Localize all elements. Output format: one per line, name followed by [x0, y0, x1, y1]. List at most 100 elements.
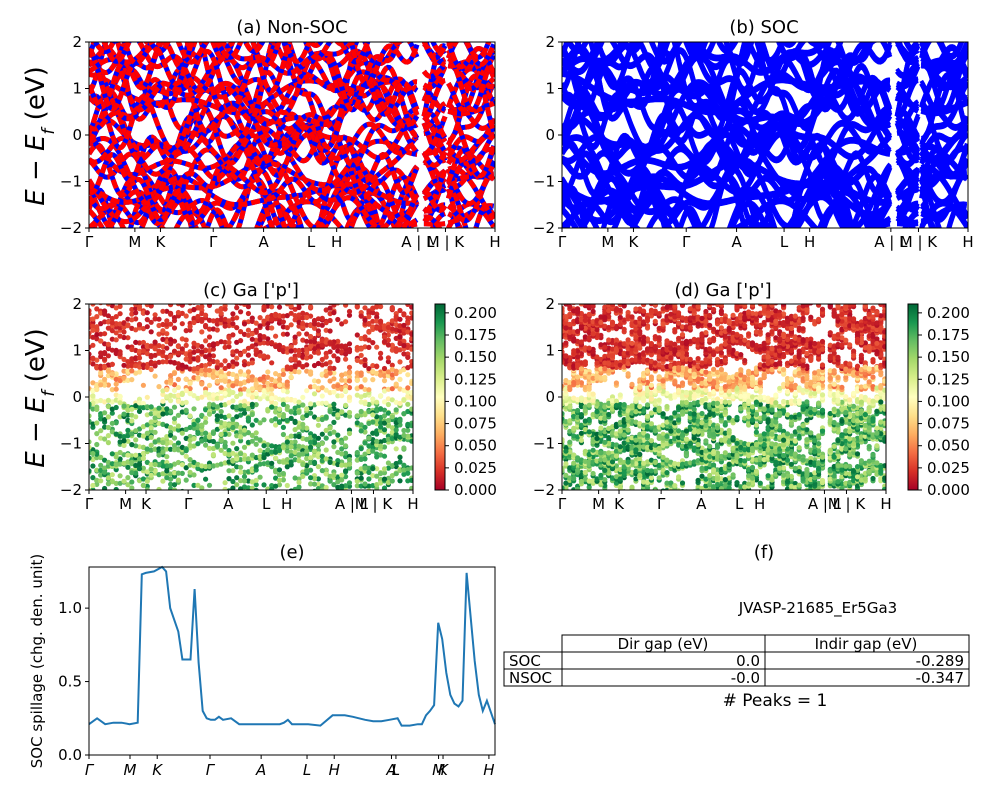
projected-point — [366, 320, 372, 327]
projected-point — [378, 372, 384, 378]
projected-point — [90, 342, 96, 348]
projected-point — [253, 337, 259, 343]
projected-point — [105, 433, 111, 439]
projected-point — [276, 472, 283, 478]
band-line — [423, 78, 446, 122]
band-line — [423, 42, 447, 65]
projected-point — [746, 473, 752, 479]
projected-point — [304, 463, 310, 469]
projected-point — [191, 393, 197, 399]
projected-point — [133, 310, 139, 316]
projected-point — [210, 402, 216, 408]
projected-point — [366, 314, 372, 320]
projected-point — [129, 418, 135, 424]
projected-point — [109, 406, 115, 412]
projected-point — [171, 382, 178, 388]
projected-point — [385, 337, 391, 343]
projected-point — [292, 439, 298, 445]
projected-point — [175, 304, 181, 307]
projected-point — [401, 427, 407, 434]
projected-point — [269, 460, 275, 466]
projected-point — [168, 398, 174, 404]
projected-point — [245, 304, 251, 310]
projected-point — [323, 484, 329, 490]
projected-point — [113, 467, 119, 473]
projected-point — [94, 306, 100, 312]
projected-point — [129, 346, 135, 353]
projected-point — [354, 470, 360, 476]
projected-point — [311, 349, 318, 355]
projected-point — [378, 439, 384, 445]
projected-point — [409, 310, 413, 316]
projected-point — [90, 450, 96, 457]
projected-point — [315, 422, 321, 428]
projected-point — [276, 376, 283, 383]
projected-point — [148, 462, 154, 468]
projected-point — [409, 477, 413, 483]
projected-point — [90, 316, 96, 322]
projected-point — [140, 455, 146, 461]
projected-point — [335, 458, 341, 464]
projected-point — [331, 365, 337, 371]
projected-point — [148, 319, 154, 325]
projected-point — [405, 389, 411, 395]
projected-point — [222, 306, 228, 312]
projected-point — [370, 396, 376, 402]
projected-point — [362, 451, 368, 457]
projected-point — [234, 355, 240, 361]
projected-point — [121, 320, 127, 326]
projected-point — [319, 487, 325, 490]
projected-point — [742, 480, 748, 486]
projected-point — [156, 420, 162, 426]
projected-point — [397, 467, 403, 474]
projected-point — [777, 465, 783, 471]
projected-point — [370, 377, 376, 383]
projected-point — [311, 476, 318, 482]
projected-point — [304, 425, 310, 431]
projected-point — [670, 489, 672, 490]
projected-point — [121, 362, 127, 368]
projected-point — [335, 432, 341, 438]
projected-point — [109, 347, 115, 353]
projected-point — [168, 424, 174, 431]
projected-point — [94, 332, 100, 338]
projected-point — [835, 479, 841, 485]
projected-point — [714, 450, 721, 456]
band-line — [447, 73, 495, 143]
projected-point — [276, 406, 283, 412]
projected-point — [245, 361, 251, 367]
projected-point — [238, 457, 244, 463]
projected-point — [323, 387, 329, 393]
projected-point — [105, 403, 111, 410]
projected-point — [156, 298, 161, 303]
projected-point — [343, 435, 349, 441]
projected-point — [882, 475, 886, 481]
projected-point — [102, 382, 108, 388]
projected-point — [168, 486, 174, 490]
projected-point — [183, 477, 189, 483]
projected-point — [327, 305, 333, 311]
projected-point — [335, 348, 341, 354]
projected-point — [311, 346, 318, 352]
band-line — [562, 42, 826, 74]
projected-point — [315, 328, 321, 334]
projected-point — [284, 482, 290, 489]
projected-point — [284, 331, 290, 337]
projected-point — [118, 297, 123, 302]
projected-point — [319, 371, 325, 377]
projected-point — [354, 420, 360, 426]
projected-point — [311, 391, 318, 397]
projected-point — [265, 460, 271, 466]
projected-point — [136, 461, 143, 467]
projected-point — [327, 459, 333, 465]
projected-point — [191, 340, 197, 346]
projected-point — [238, 469, 244, 475]
projected-point — [296, 479, 302, 485]
panel-f-title: (f) — [754, 542, 774, 563]
projected-point — [171, 393, 178, 399]
projected-point — [98, 354, 104, 360]
projected-point — [226, 371, 232, 377]
projected-point — [378, 393, 384, 399]
projected-point — [210, 452, 216, 458]
projected-point — [280, 431, 286, 438]
